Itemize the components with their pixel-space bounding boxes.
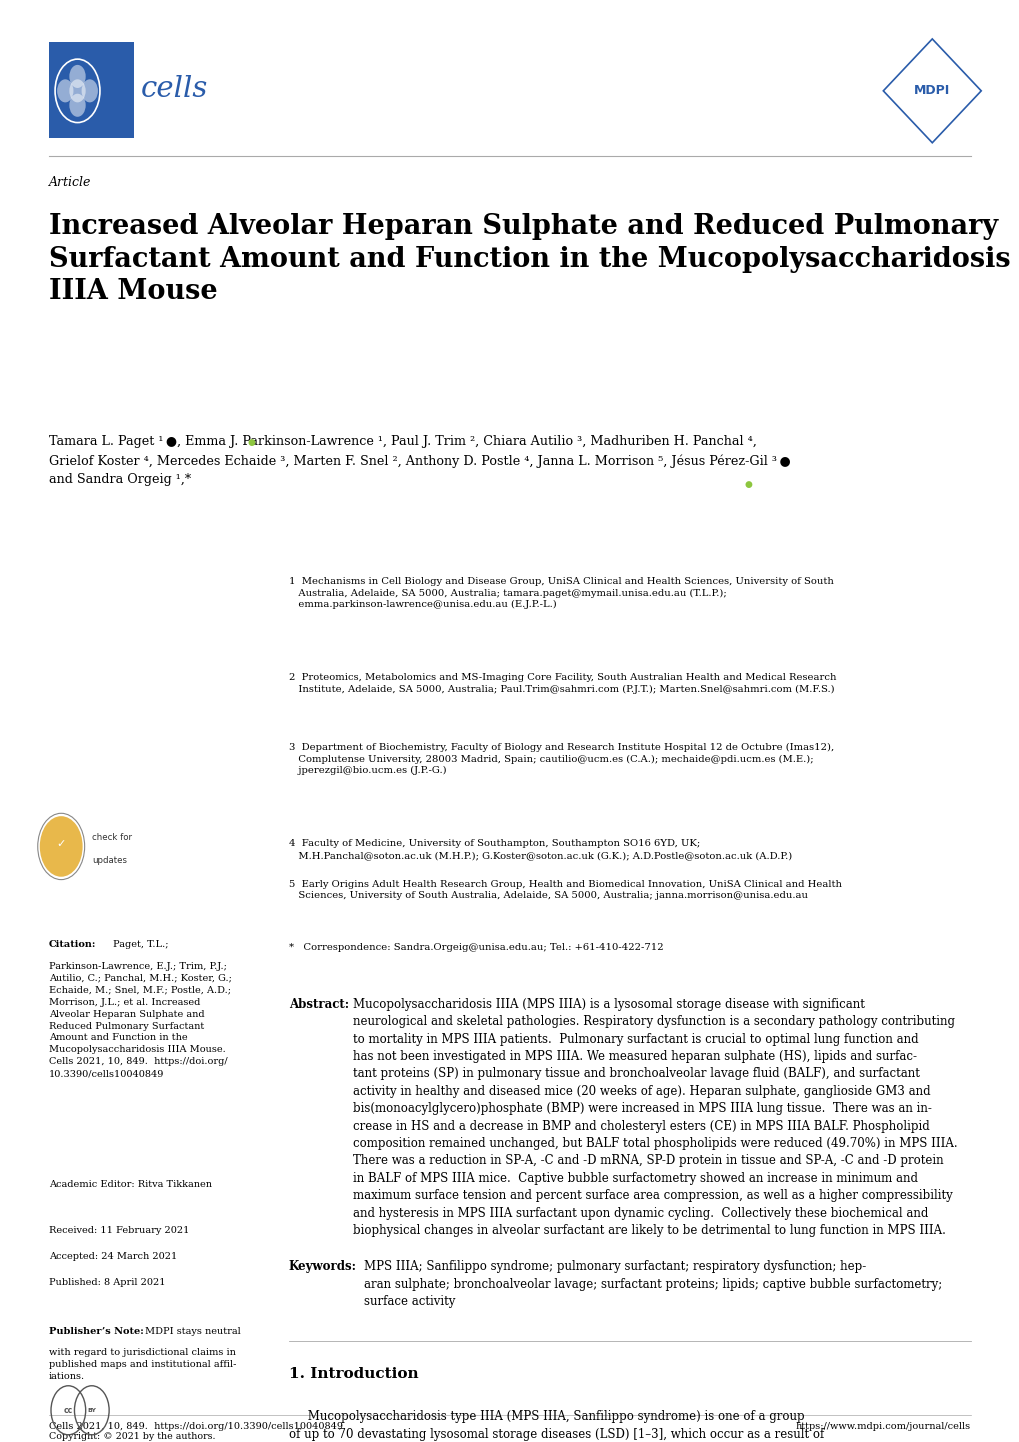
Text: Paget, T.L.;: Paget, T.L.; — [113, 940, 168, 949]
Text: Mucopolysaccharidosis IIIA (MPS IIIA) is a lysosomal storage disease with signif: Mucopolysaccharidosis IIIA (MPS IIIA) is… — [353, 998, 957, 1237]
Text: 4  Faculty of Medicine, University of Southampton, Southampton SO16 6YD, UK;
   : 4 Faculty of Medicine, University of Sou… — [288, 839, 791, 859]
Text: Cells 2021, 10, 849.  https://doi.org/10.3390/cells10040849: Cells 2021, 10, 849. https://doi.org/10.… — [49, 1422, 342, 1430]
Text: with regard to jurisdictional claims in
published maps and institutional affil-
: with regard to jurisdictional claims in … — [49, 1348, 236, 1381]
Text: MDPI stays neutral: MDPI stays neutral — [145, 1327, 240, 1335]
Text: Citation:: Citation: — [49, 940, 96, 949]
Text: updates: updates — [92, 857, 126, 865]
Text: *   Correspondence: Sandra.Orgeig@unisa.edu.au; Tel.: +61-410-422-712: * Correspondence: Sandra.Orgeig@unisa.ed… — [288, 943, 662, 952]
Text: MDPI: MDPI — [913, 84, 950, 98]
FancyBboxPatch shape — [49, 42, 133, 138]
Text: Abstract:: Abstract: — [288, 998, 348, 1011]
Text: Academic Editor: Ritva Tikkanen: Academic Editor: Ritva Tikkanen — [49, 1180, 212, 1188]
Text: Parkinson-Lawrence, E.J.; Trim, P.J.;
Autilio, C.; Panchal, M.H.; Koster, G.;
Ec: Parkinson-Lawrence, E.J.; Trim, P.J.; Au… — [49, 962, 231, 1079]
Text: Received: 11 February 2021: Received: 11 February 2021 — [49, 1226, 190, 1234]
Text: ●: ● — [248, 438, 256, 447]
Circle shape — [57, 79, 73, 102]
Text: BY: BY — [88, 1407, 96, 1413]
Text: 1. Introduction: 1. Introduction — [288, 1367, 418, 1381]
Text: Article: Article — [49, 176, 92, 189]
Text: Copyright: © 2021 by the authors.
Licensee MDPI, Basel, Switzerland.
This articl: Copyright: © 2021 by the authors. Licens… — [49, 1432, 224, 1442]
Text: Published: 8 April 2021: Published: 8 April 2021 — [49, 1278, 165, 1286]
Circle shape — [82, 79, 98, 102]
Text: Increased Alveolar Heparan Sulphate and Reduced Pulmonary
Surfactant Amount and : Increased Alveolar Heparan Sulphate and … — [49, 213, 1010, 304]
Text: cells: cells — [141, 75, 208, 104]
Text: Publisher’s Note:: Publisher’s Note: — [49, 1327, 144, 1335]
Text: 2  Proteomics, Metabolomics and MS-Imaging Core Facility, South Australian Healt: 2 Proteomics, Metabolomics and MS-Imagin… — [288, 673, 836, 694]
Circle shape — [69, 79, 86, 102]
Text: check for: check for — [92, 833, 131, 842]
Text: Keywords:: Keywords: — [288, 1260, 357, 1273]
Text: ●: ● — [744, 480, 752, 489]
Text: https://www.mdpi.com/journal/cells: https://www.mdpi.com/journal/cells — [795, 1422, 970, 1430]
Circle shape — [69, 94, 86, 117]
Text: 5  Early Origins Adult Health Research Group, Health and Biomedical Innovation, : 5 Early Origins Adult Health Research Gr… — [288, 880, 841, 900]
Text: 3  Department of Biochemistry, Faculty of Biology and Research Institute Hospita: 3 Department of Biochemistry, Faculty of… — [288, 743, 834, 776]
Circle shape — [40, 816, 83, 877]
Text: Mucopolysaccharidosis type IIIA (MPS IIIA, Sanfilippo syndrome) is one of a grou: Mucopolysaccharidosis type IIIA (MPS III… — [288, 1410, 837, 1442]
Text: ✓: ✓ — [56, 839, 66, 848]
Text: cc: cc — [63, 1406, 73, 1415]
Text: 1  Mechanisms in Cell Biology and Disease Group, UniSA Clinical and Health Scien: 1 Mechanisms in Cell Biology and Disease… — [288, 577, 833, 610]
Circle shape — [69, 65, 86, 88]
Text: MPS IIIA; Sanfilippo syndrome; pulmonary surfactant; respiratory dysfunction; he: MPS IIIA; Sanfilippo syndrome; pulmonary… — [364, 1260, 942, 1308]
Text: Tamara L. Paget ¹ ●, Emma J. Parkinson-Lawrence ¹, Paul J. Trim ², Chiara Autili: Tamara L. Paget ¹ ●, Emma J. Parkinson-L… — [49, 435, 790, 486]
Text: Accepted: 24 March 2021: Accepted: 24 March 2021 — [49, 1252, 177, 1260]
